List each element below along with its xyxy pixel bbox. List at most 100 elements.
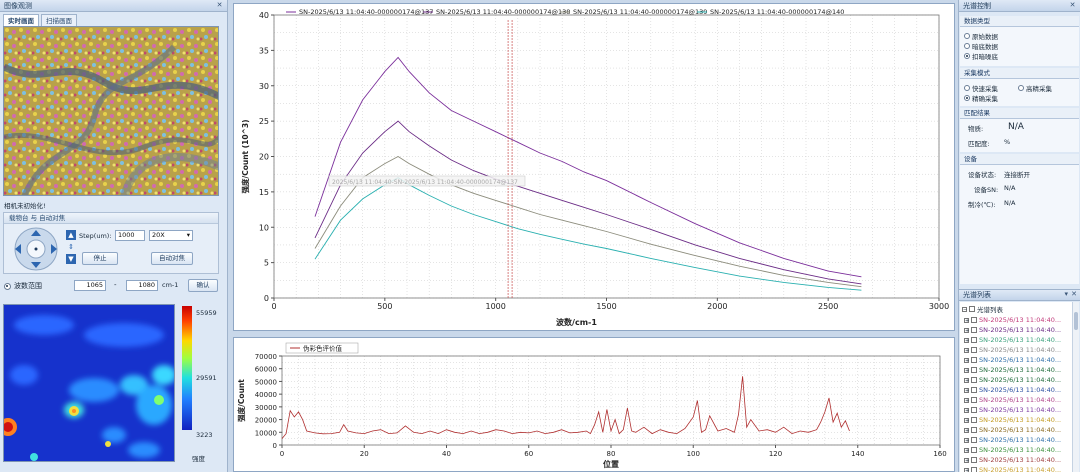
radio-precise-dot <box>964 95 970 101</box>
tree-item-checkbox[interactable] <box>971 377 977 383</box>
expand-icon[interactable]: + <box>964 397 970 404</box>
series-line <box>314 177 862 291</box>
close-icon[interactable]: ✕ <box>1069 1 1076 9</box>
tree-item[interactable]: + SN-2025/6/13 11:04:40... <box>964 365 1079 375</box>
autofocus-button[interactable]: 自动对焦 <box>151 252 193 265</box>
colorbar <box>182 306 192 430</box>
camera-texture <box>4 27 218 195</box>
tree-item[interactable]: + SN-2025/6/13 11:04:40... <box>964 385 1079 395</box>
heatmap <box>3 304 175 462</box>
tree-root-checkbox[interactable] <box>969 306 975 312</box>
tree-item[interactable]: + SN-2025/6/13 11:04:40... <box>964 355 1079 365</box>
tree-item-checkbox[interactable] <box>971 337 977 343</box>
close-icon[interactable]: ✕ <box>1071 290 1077 298</box>
y-axis-title: 强度/Count <box>236 379 246 422</box>
objective-select[interactable]: 20X ▾ <box>149 230 193 241</box>
stop-button[interactable]: 停止 <box>82 252 118 265</box>
colorbar-mid: 29591 <box>196 374 217 382</box>
pin-icon[interactable]: ▾ <box>1064 290 1068 298</box>
direction-pad[interactable] <box>10 227 62 271</box>
pin-icon[interactable]: ✕ <box>216 1 223 9</box>
tree-root[interactable]: − 光谱列表 <box>962 304 1079 314</box>
expand-icon[interactable]: + <box>964 407 970 414</box>
camera-image <box>3 26 219 196</box>
radio-raw[interactable]: 原始数据 <box>964 31 998 41</box>
step-input[interactable]: 1000 <box>115 230 145 241</box>
tree-item[interactable]: + SN-2025/6/13 11:04:40... <box>964 445 1079 455</box>
step-label: Step(um): <box>79 232 112 240</box>
image-tabs: 实时画面 扫描画面 <box>3 14 77 26</box>
radio-high-dot <box>1018 85 1024 91</box>
expand-icon[interactable]: + <box>964 447 970 454</box>
expand-icon[interactable]: + <box>964 467 970 472</box>
tree-item-label: SN-2025/6/13 11:04:40... <box>979 366 1062 374</box>
tree-item-checkbox[interactable] <box>971 437 977 443</box>
tree-item[interactable]: + SN-2025/6/13 11:04:40... <box>964 315 1079 325</box>
radio-fast[interactable]: 快速采集 <box>964 83 998 93</box>
collapse-icon[interactable]: − <box>962 306 968 313</box>
expand-icon[interactable]: + <box>964 417 970 424</box>
tree-item-checkbox[interactable] <box>971 467 977 472</box>
mode-section: 采集模式 快速采集 高精采集 精确采集 <box>960 68 1079 106</box>
tree-scrollbar[interactable] <box>1072 302 1079 472</box>
expand-icon[interactable]: + <box>964 327 970 334</box>
stage-group: 载物台 与 自动对焦 ▲ ⇕ ▼ Step(um): 1000 20X ▾ 停止 … <box>3 212 219 274</box>
device-status-value: 连接断开 <box>1004 171 1030 179</box>
tree-item[interactable]: + SN-2025/6/13 11:04:40... <box>964 325 1079 335</box>
tree-item-checkbox[interactable] <box>971 407 977 413</box>
expand-icon[interactable]: + <box>964 317 970 324</box>
spectrum-list-title: 光谱列表 <box>959 289 1080 301</box>
range-to-input[interactable]: 1080 <box>126 280 158 291</box>
tree-item[interactable]: + SN-2025/6/13 11:04:40... <box>964 415 1079 425</box>
series-line <box>281 376 850 439</box>
tree-item-checkbox[interactable] <box>971 417 977 423</box>
tree-item-checkbox[interactable] <box>971 387 977 393</box>
tree-item-checkbox[interactable] <box>971 447 977 453</box>
tree-item-label: SN-2025/6/13 11:04:40... <box>979 356 1062 364</box>
tab-live[interactable]: 实时画面 <box>3 14 39 26</box>
tree-item[interactable]: + SN-2025/6/13 11:04:40... <box>964 345 1079 355</box>
range-from-input[interactable]: 1065 <box>74 280 106 291</box>
stage-header: 载物台 与 自动对焦 <box>4 213 218 224</box>
expand-icon[interactable]: + <box>964 437 970 444</box>
y-tick-label: 10 <box>259 223 269 232</box>
tab-scan[interactable]: 扫描画面 <box>41 14 77 26</box>
tree-item[interactable]: + SN-2025/6/13 11:04:40... <box>964 335 1079 345</box>
x-tick-label: 1000 <box>485 302 505 311</box>
range-radio[interactable] <box>4 282 11 290</box>
expand-icon[interactable]: + <box>964 367 970 374</box>
expand-icon[interactable]: + <box>964 377 970 384</box>
radio-high[interactable]: 高精采集 <box>1018 83 1052 93</box>
tree-item[interactable]: + SN-2025/6/13 11:04:40... <box>964 435 1079 445</box>
expand-icon[interactable]: + <box>964 347 970 354</box>
expand-icon[interactable]: + <box>964 357 970 364</box>
radio-dark[interactable]: 暗底数据 <box>964 41 998 51</box>
tree-item[interactable]: + SN-2025/6/13 11:04:40... <box>964 395 1079 405</box>
tree-item-checkbox[interactable] <box>971 357 977 363</box>
tree-item[interactable]: + SN-2025/6/13 11:04:40... <box>964 375 1079 385</box>
tree-item[interactable]: + SN-2025/6/13 11:04:40... <box>964 455 1079 465</box>
tree-scroll-thumb[interactable] <box>1074 312 1078 330</box>
device-sn-value: N/A <box>1004 184 1016 192</box>
radio-precise[interactable]: 精确采集 <box>964 93 998 103</box>
x-tick-label: 160 <box>933 450 946 458</box>
tree-item-checkbox[interactable] <box>971 427 977 433</box>
tree-item-checkbox[interactable] <box>971 457 977 463</box>
z-down-icon[interactable]: ▼ <box>66 254 76 264</box>
tree-item-checkbox[interactable] <box>971 347 977 353</box>
tree-item-label: SN-2025/6/13 11:04:40... <box>979 396 1062 404</box>
tree-item[interactable]: + SN-2025/6/13 11:04:40... <box>964 405 1079 415</box>
tree-item-checkbox[interactable] <box>971 397 977 403</box>
expand-icon[interactable]: + <box>964 427 970 434</box>
expand-icon[interactable]: + <box>964 387 970 394</box>
radio-subtract[interactable]: 扣暗噪底 <box>964 51 998 61</box>
tree-item-checkbox[interactable] <box>971 327 977 333</box>
z-up-icon[interactable]: ▲ <box>66 230 76 240</box>
expand-icon[interactable]: + <box>964 337 970 344</box>
range-confirm-button[interactable]: 确认 <box>188 279 218 292</box>
tree-item[interactable]: + SN-2025/6/13 11:04:40... <box>964 465 1079 472</box>
expand-icon[interactable]: + <box>964 457 970 464</box>
tree-item-checkbox[interactable] <box>971 317 977 323</box>
tree-item[interactable]: + SN-2025/6/13 11:04:40... <box>964 425 1079 435</box>
tree-item-checkbox[interactable] <box>971 367 977 373</box>
